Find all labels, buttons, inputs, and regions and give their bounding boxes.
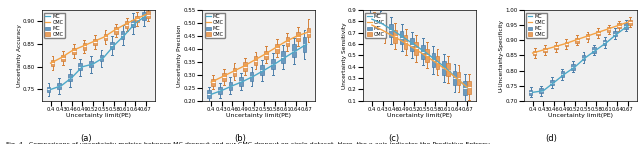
PathPatch shape [136, 16, 139, 22]
PathPatch shape [457, 72, 460, 85]
PathPatch shape [540, 88, 543, 93]
PathPatch shape [624, 23, 628, 29]
PathPatch shape [146, 11, 150, 18]
Legend: MC, CMC, MC, CMC: MC, CMC, MC, CMC [365, 13, 386, 38]
PathPatch shape [452, 71, 456, 85]
PathPatch shape [104, 34, 108, 40]
PathPatch shape [564, 41, 568, 46]
PathPatch shape [372, 18, 376, 32]
PathPatch shape [586, 34, 589, 39]
PathPatch shape [125, 21, 129, 28]
PathPatch shape [618, 23, 621, 28]
PathPatch shape [368, 13, 372, 26]
PathPatch shape [260, 65, 264, 75]
PathPatch shape [400, 31, 403, 44]
PathPatch shape [303, 37, 307, 52]
PathPatch shape [554, 44, 557, 49]
PathPatch shape [271, 59, 275, 69]
PathPatch shape [446, 63, 450, 76]
PathPatch shape [115, 27, 118, 34]
PathPatch shape [379, 17, 382, 31]
PathPatch shape [68, 74, 72, 81]
PathPatch shape [613, 31, 617, 36]
PathPatch shape [529, 90, 532, 95]
PathPatch shape [296, 32, 300, 41]
PathPatch shape [79, 63, 82, 70]
PathPatch shape [603, 40, 607, 45]
PathPatch shape [592, 47, 596, 53]
Y-axis label: Uncertainty Sensitivity: Uncertainty Sensitivity [342, 22, 347, 89]
PathPatch shape [285, 37, 289, 46]
PathPatch shape [410, 38, 414, 51]
X-axis label: Uncertainty limit(PE): Uncertainty limit(PE) [227, 113, 291, 118]
PathPatch shape [425, 49, 429, 62]
PathPatch shape [442, 61, 446, 75]
PathPatch shape [533, 51, 536, 55]
PathPatch shape [550, 80, 554, 85]
Y-axis label: Uncertainty Accuracy: Uncertainty Accuracy [17, 24, 22, 87]
Legend: MC, CMC, MC, CMC: MC, CMC, MC, CMC [44, 13, 65, 38]
PathPatch shape [207, 90, 211, 98]
PathPatch shape [89, 61, 93, 67]
Text: (d): (d) [546, 134, 557, 143]
PathPatch shape [58, 83, 61, 89]
Y-axis label: U-Uncertainty-Specificity: U-Uncertainty-Specificity [499, 19, 504, 92]
PathPatch shape [561, 71, 564, 77]
PathPatch shape [436, 56, 439, 69]
PathPatch shape [463, 81, 467, 95]
PathPatch shape [232, 68, 236, 76]
PathPatch shape [582, 55, 586, 60]
PathPatch shape [100, 55, 103, 61]
X-axis label: Uncertainty limit(PE): Uncertainty limit(PE) [548, 113, 612, 118]
PathPatch shape [211, 78, 215, 86]
Text: Fig. 4.  Comparisons of uncertainty metrics between MC dropout and our CMC dropo: Fig. 4. Comparisons of uncertainty metri… [6, 142, 490, 144]
PathPatch shape [275, 44, 278, 53]
PathPatch shape [250, 72, 253, 81]
Legend: MC, CMC, MC, CMC: MC, CMC, MC, CMC [526, 13, 547, 38]
PathPatch shape [543, 48, 547, 52]
PathPatch shape [394, 30, 397, 43]
PathPatch shape [292, 44, 296, 57]
PathPatch shape [431, 53, 435, 67]
PathPatch shape [239, 77, 243, 86]
PathPatch shape [51, 60, 54, 66]
PathPatch shape [307, 28, 310, 37]
PathPatch shape [383, 24, 387, 37]
Legend: MC, CMC, MC, CMC: MC, CMC, MC, CMC [205, 13, 225, 38]
PathPatch shape [571, 64, 575, 70]
PathPatch shape [61, 55, 65, 61]
Text: (b): (b) [234, 134, 246, 143]
PathPatch shape [607, 27, 611, 32]
PathPatch shape [131, 20, 135, 27]
Y-axis label: Uncertainty Precision: Uncertainty Precision [177, 24, 182, 87]
PathPatch shape [254, 56, 257, 65]
PathPatch shape [404, 35, 408, 49]
PathPatch shape [142, 12, 145, 20]
Text: (a): (a) [81, 134, 92, 143]
Text: (c): (c) [388, 134, 399, 143]
PathPatch shape [628, 20, 632, 25]
PathPatch shape [110, 42, 114, 49]
X-axis label: Uncertainty limit(PE): Uncertainty limit(PE) [66, 113, 131, 118]
PathPatch shape [243, 62, 247, 71]
PathPatch shape [467, 81, 471, 94]
PathPatch shape [47, 87, 51, 92]
PathPatch shape [415, 42, 418, 55]
X-axis label: Uncertainty limit(PE): Uncertainty limit(PE) [387, 113, 452, 118]
PathPatch shape [389, 24, 393, 37]
PathPatch shape [282, 51, 285, 63]
PathPatch shape [421, 45, 424, 59]
PathPatch shape [222, 73, 226, 81]
PathPatch shape [218, 87, 221, 94]
PathPatch shape [93, 39, 97, 45]
PathPatch shape [575, 38, 579, 43]
PathPatch shape [228, 82, 232, 90]
PathPatch shape [264, 51, 268, 59]
PathPatch shape [121, 31, 124, 39]
PathPatch shape [83, 43, 86, 50]
PathPatch shape [72, 48, 76, 54]
PathPatch shape [596, 31, 600, 35]
